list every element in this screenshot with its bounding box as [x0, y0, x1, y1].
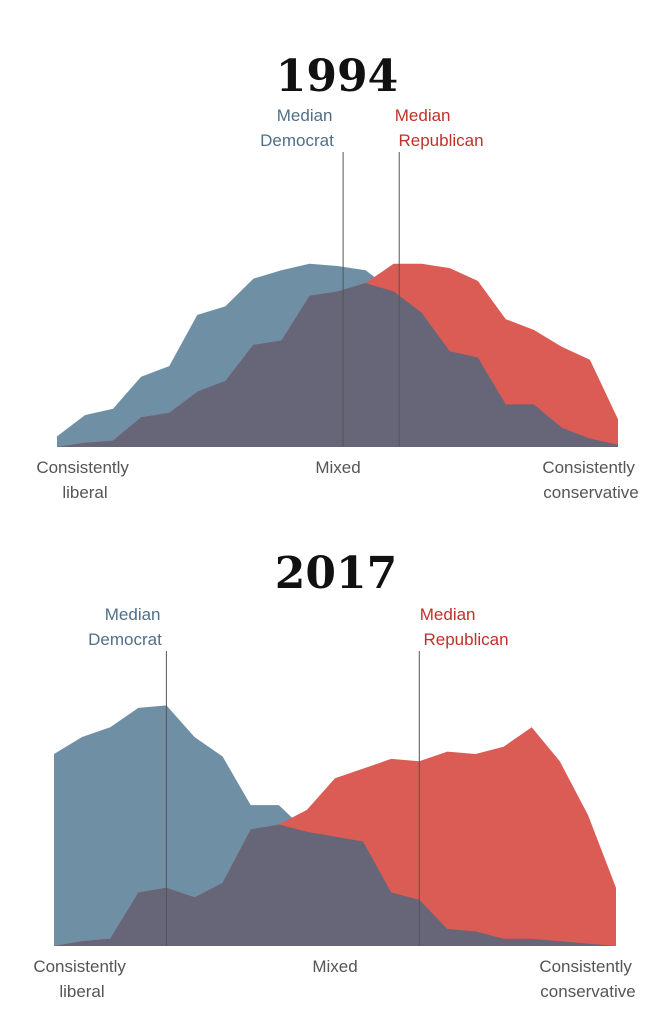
x-label-right-line-2: conservative [540, 982, 635, 1001]
median-republican-label: Median Republican [420, 605, 509, 649]
median-republican-line-2: Republican [423, 630, 508, 649]
median-democrat-line-1: Median [105, 605, 161, 624]
median-democrat-line-2: Democrat [260, 131, 334, 150]
plot-area [57, 152, 618, 447]
x-label-consistently-liberal: Consistently liberal [36, 458, 133, 502]
median-democrat-label: Median Democrat [260, 106, 337, 150]
x-label-mixed: Mixed [312, 957, 357, 976]
x-label-right-line-1: Consistently [539, 957, 632, 976]
x-label-left-line-1: Consistently [33, 957, 126, 976]
chart-title: 1994 [276, 51, 398, 102]
median-republican-line-1: Median [395, 106, 451, 125]
x-label-consistently-conservative: Consistently conservative [539, 957, 636, 1001]
chart-title: 2017 [275, 548, 397, 599]
overlap-area [54, 824, 616, 946]
x-label-right-line-1: Consistently [542, 458, 635, 477]
x-label-left-line-1: Consistently [36, 458, 129, 477]
x-label-consistently-conservative: Consistently conservative [542, 458, 639, 502]
x-label-mixed: Mixed [315, 458, 360, 477]
chart-1994: 1994 Median Democrat Median Republican C… [36, 51, 639, 502]
overlap-area [57, 283, 618, 447]
plot-area [54, 651, 616, 946]
median-republican-label: Median Republican [395, 106, 484, 150]
x-label-left-line-2: liberal [59, 982, 104, 1001]
x-label-left-line-2: liberal [62, 483, 107, 502]
median-democrat-line-2: Democrat [88, 630, 162, 649]
x-label-right-line-2: conservative [543, 483, 638, 502]
median-republican-line-2: Republican [398, 131, 483, 150]
median-democrat-label: Median Democrat [88, 605, 165, 649]
median-democrat-line-1: Median [277, 106, 333, 125]
x-label-consistently-liberal: Consistently liberal [33, 957, 130, 1001]
chart-2017: 2017 Median Democrat Median Republican C… [33, 548, 636, 1001]
democrat-area [54, 705, 616, 946]
median-republican-line-1: Median [420, 605, 476, 624]
